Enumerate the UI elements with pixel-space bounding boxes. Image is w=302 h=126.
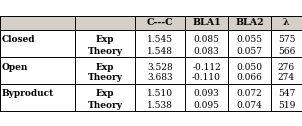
Text: 276: 276 [278,62,295,71]
Text: 0.057: 0.057 [236,46,262,55]
Text: λ: λ [283,18,290,27]
Text: 519: 519 [278,101,295,109]
Text: -0.110: -0.110 [192,73,221,83]
Text: BLA2: BLA2 [235,18,264,27]
Text: 0.074: 0.074 [236,101,262,109]
Text: Byproduct: Byproduct [2,89,54,99]
Text: 0.072: 0.072 [237,89,262,99]
Text: BLA1: BLA1 [192,18,221,27]
Text: 3.683: 3.683 [147,73,173,83]
Text: Closed: Closed [2,36,36,44]
Text: 0.093: 0.093 [194,89,219,99]
Text: Theory: Theory [88,73,123,83]
Text: 547: 547 [278,89,295,99]
Text: 274: 274 [278,73,295,83]
Text: 1.548: 1.548 [147,46,173,55]
Text: 1.510: 1.510 [147,89,173,99]
Text: 0.095: 0.095 [194,101,220,109]
Text: 575: 575 [278,36,295,44]
Text: 0.066: 0.066 [236,73,262,83]
Text: Exp: Exp [96,36,114,44]
Bar [0,15,302,111]
Text: Exp: Exp [96,89,114,99]
Text: Theory: Theory [88,101,123,109]
Text: 0.055: 0.055 [236,36,262,44]
Text: C---C: C---C [147,18,173,27]
Text: 0.050: 0.050 [236,62,262,71]
Text: 3.528: 3.528 [147,62,173,71]
Text: -0.112: -0.112 [192,62,221,71]
Text: 0.085: 0.085 [194,36,220,44]
Text: 566: 566 [278,46,295,55]
Text: Exp: Exp [96,62,114,71]
Text: Theory: Theory [88,46,123,55]
Text: Open: Open [2,62,28,71]
Text: 1.538: 1.538 [147,101,173,109]
Bar [0,15,302,29]
Text: 1.545: 1.545 [147,36,173,44]
Text: 0.083: 0.083 [194,46,219,55]
